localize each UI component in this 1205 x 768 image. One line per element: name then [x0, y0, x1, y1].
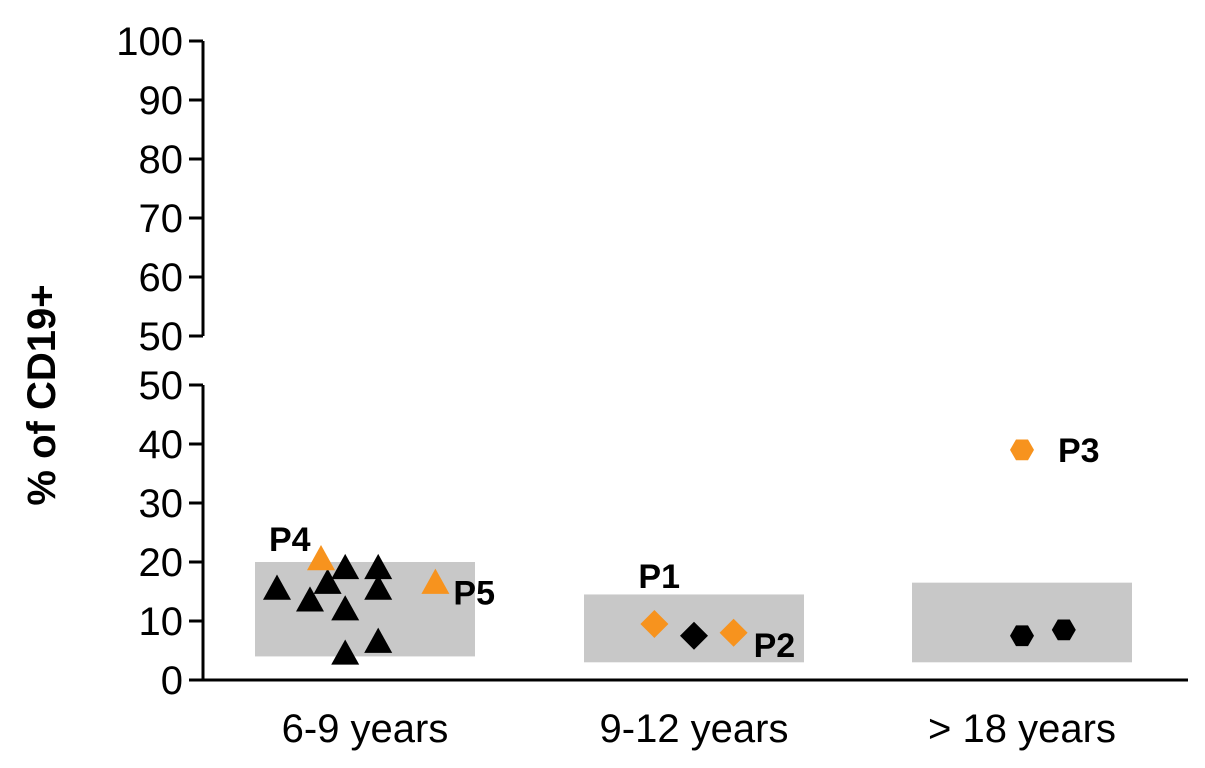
y-tick-label: 50: [139, 315, 184, 359]
y-tick-label: 70: [139, 197, 184, 241]
control-hexagon-point: [1051, 619, 1076, 641]
patient-triangle-point: [421, 568, 450, 594]
control-triangle-point: [364, 553, 393, 580]
y-tick-label: 20: [139, 541, 184, 585]
y-tick-label: 10: [139, 600, 184, 644]
y-tick-label: 60: [139, 256, 184, 300]
control-triangle-point: [263, 574, 291, 600]
control-triangle-point: [364, 627, 393, 653]
control-hexagon-point: [1010, 625, 1034, 647]
control-triangle-point: [331, 595, 360, 621]
y-tick-label: 80: [139, 138, 184, 182]
patient-diamond-point: [640, 609, 669, 638]
category-label: 6-9 years: [282, 707, 449, 751]
y-tick-label: 40: [139, 423, 184, 467]
category-label: > 18 years: [928, 707, 1116, 751]
y-tick-label: 50: [139, 364, 184, 408]
control-triangle-point: [313, 568, 342, 594]
control-triangle-point: [331, 639, 360, 665]
point-label: P2: [754, 627, 796, 665]
control-triangle-point: [364, 574, 393, 600]
control-triangle-point: [296, 586, 324, 612]
range-box-3: [912, 582, 1132, 663]
y-tick-label: 30: [139, 482, 184, 526]
point-label: P4: [269, 521, 311, 559]
category-label: 9-12 years: [600, 707, 789, 751]
patient-diamond-point: [719, 618, 748, 647]
point-annotations: P4 P5 P1 P2 P3: [269, 432, 1100, 665]
control-diamond-point: [680, 621, 708, 650]
control-triangle-point: [331, 553, 360, 580]
y-tick-label: 0: [161, 659, 183, 703]
y-tick-label: 90: [139, 79, 184, 123]
point-label: P1: [638, 558, 680, 596]
axes: [201, 41, 1188, 682]
point-label: P3: [1058, 432, 1100, 470]
category-labels: 6-9 years 9-12 years > 18 years: [282, 707, 1116, 751]
y-tick-label: 100: [116, 20, 183, 64]
range-box-1: [255, 562, 475, 657]
y-ticks: 0 10 20 30 40 50 50 60 70 80 90 100: [116, 20, 203, 703]
patient-hexagon-point: [1010, 439, 1034, 461]
y-axis-label: % of CD19+: [20, 284, 64, 505]
point-label: P5: [453, 575, 495, 613]
data-points: [263, 439, 1076, 665]
patient-triangle-point: [307, 545, 335, 571]
